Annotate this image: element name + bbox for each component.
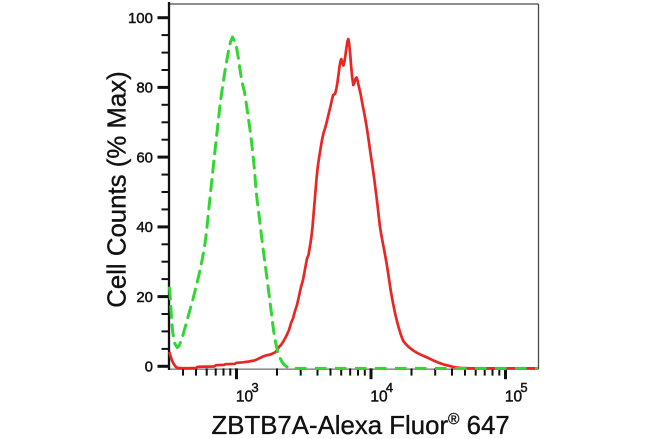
svg-text:ZBTB7A-Alexa Fluor® 647: ZBTB7A-Alexa Fluor® 647 (212, 411, 510, 439)
svg-text:3: 3 (251, 380, 258, 395)
svg-text:5: 5 (520, 380, 527, 395)
svg-text:10: 10 (236, 389, 254, 406)
svg-text:80: 80 (136, 80, 153, 97)
svg-text:Cell Counts (% Max): Cell Counts (% Max) (104, 71, 132, 308)
svg-text:20: 20 (136, 289, 153, 306)
svg-text:10: 10 (370, 389, 388, 406)
svg-text:0: 0 (145, 359, 153, 376)
svg-text:60: 60 (136, 149, 153, 166)
svg-text:10: 10 (505, 389, 523, 406)
svg-text:4: 4 (386, 380, 393, 395)
svg-text:100: 100 (128, 10, 153, 27)
svg-text:40: 40 (136, 219, 153, 236)
